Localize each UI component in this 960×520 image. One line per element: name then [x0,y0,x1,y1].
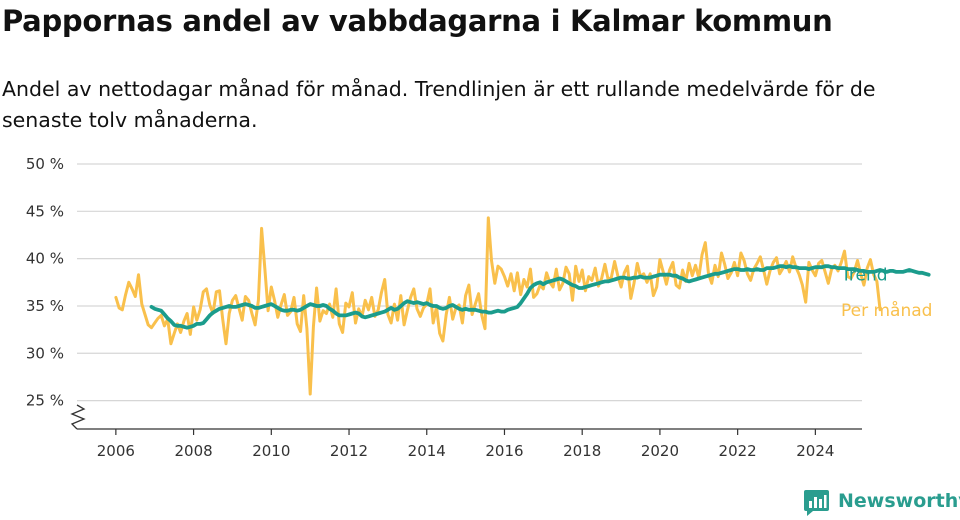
chart-subtitle: Andel av nettodagar månad för månad. Tre… [2,77,876,132]
series-label: Per månad [841,300,932,321]
x-axis-tick-labels: 2006 2008 2010 2012 2014 2016 2018 2020 2022 2024 [97,429,834,460]
brand-name: Newsworthy [838,490,960,512]
y-tick-label: 40 % [26,250,64,268]
x-tick-label: 2010 [252,442,290,460]
x-axis [70,404,862,430]
grid-lines [77,163,862,402]
y-tick-label: 50 % [26,155,64,173]
chart-title: Pappornas andel av vabbdagarna i Kalmar … [2,4,833,38]
y-tick-label: 35 % [26,297,64,315]
y-tick-label: 30 % [26,344,64,362]
series-line-per-manad [114,216,882,396]
y-axis-break-icon [70,404,86,430]
newsworthy-logo-icon [804,490,829,516]
y-axis-tick-labels: 25 % 30 % 35 % 40 % 45 % 50 % [26,155,64,410]
series-labels: Per månad Trend [840,266,932,321]
x-tick-label: 2022 [719,442,757,460]
y-tick-label: 45 % [26,202,64,220]
series-lines [114,216,931,396]
y-tick-label: 25 % [26,392,64,410]
series-line-trend [149,264,931,330]
x-tick-label: 2006 [97,442,135,460]
x-tick-label: 2014 [408,442,446,460]
x-tick-label: 2018 [563,442,601,460]
x-tick-label: 2020 [641,442,679,460]
x-tick-label: 2016 [485,442,523,460]
newsworthy-logo: Newsworthy [803,489,960,519]
x-tick-label: 2024 [796,442,834,460]
series-label: Trend [840,266,888,286]
x-tick-label: 2012 [330,442,368,460]
x-tick-label: 2008 [174,442,212,460]
